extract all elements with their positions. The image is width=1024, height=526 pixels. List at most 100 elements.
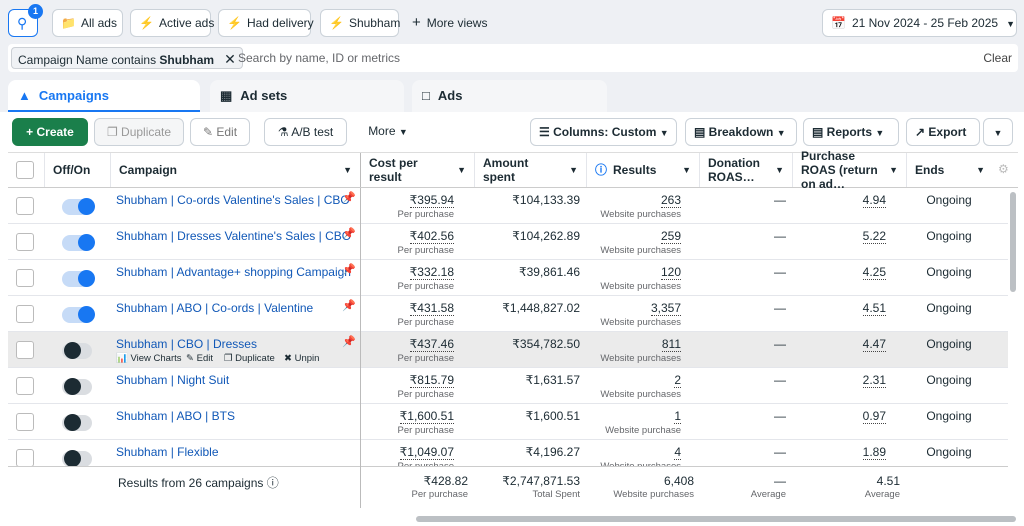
table-body: Shubham | Co-ords Valentine's Sales | CB…: [8, 188, 1008, 466]
footer-spent: ₹2,747,871.53: [502, 474, 580, 488]
action-button[interactable]: ↗ Export: [906, 118, 980, 146]
row-action[interactable]: ✖ Unpin: [284, 353, 320, 364]
cost-per-result: ₹1,049.07: [399, 445, 454, 460]
row-action[interactable]: 📊 View Charts: [116, 353, 182, 364]
results: 2: [674, 373, 681, 388]
filter-chip[interactable]: Campaign Name contains Shubham ✕: [11, 47, 243, 69]
results-label: Website purchase: [605, 425, 681, 436]
column-header[interactable]: Off/On: [44, 153, 110, 187]
scrollbar-v[interactable]: [1010, 192, 1016, 292]
column-header[interactable]: ⓘ Results ▼: [586, 153, 699, 187]
row-action[interactable]: ❐ Duplicate: [224, 353, 275, 364]
table-row: Shubham | Night Suit ₹815.79 Per purchase ₹…: [8, 368, 1008, 404]
results-label: Website purchases: [600, 389, 681, 400]
divider: [360, 260, 361, 296]
row-action-label: Edit: [196, 353, 213, 364]
clear-button[interactable]: Clear: [983, 51, 1012, 65]
column-header[interactable]: Campaign ▼: [110, 153, 360, 187]
footer-roas: 4.51: [876, 474, 900, 488]
pin-icon: 📌: [342, 336, 356, 348]
row-action-label: Unpin: [294, 353, 320, 364]
action-button[interactable]: ▤ Breakdown ▼: [685, 118, 797, 146]
scrollbar[interactable]: [416, 516, 1016, 522]
column-header[interactable]: Donation ROAS… ▼: [699, 153, 792, 187]
row-checkbox[interactable]: [16, 413, 34, 431]
cost-label: Per purchase: [397, 389, 454, 400]
amount-spent: ₹104,262.89: [512, 229, 580, 243]
row-checkbox[interactable]: [16, 377, 34, 395]
results: 811: [661, 337, 681, 352]
tab[interactable]: ▲ Campaigns: [8, 80, 200, 112]
campaign-name[interactable]: Shubham | ABO | BTS: [116, 409, 235, 423]
cost-label: Per purchase: [397, 245, 454, 256]
action-button[interactable]: More ▼: [356, 118, 420, 146]
action-label: Duplicate: [121, 125, 172, 139]
view-button[interactable]: 📁 All ads: [52, 9, 123, 37]
cost-per-result: ₹1,600.51: [399, 409, 454, 424]
search-input[interactable]: Search by name, ID or metrics: [238, 51, 401, 65]
campaign-name[interactable]: Shubham | Dresses Valentine's Sales | CB…: [116, 229, 352, 243]
row-checkbox[interactable]: [16, 197, 34, 215]
row-checkbox[interactable]: [16, 449, 34, 466]
export-menu[interactable]: ▼: [983, 118, 1013, 146]
toggle-knob: [64, 414, 81, 431]
tab-label: Ads: [437, 88, 463, 103]
results: 259: [660, 229, 681, 244]
tab[interactable]: □ Ads: [412, 80, 607, 112]
more-views[interactable]: + More views: [412, 14, 488, 31]
campaign-name[interactable]: Shubham | CBO | Dresses: [116, 337, 257, 351]
row-action-label: Duplicate: [235, 353, 275, 364]
results-label: Website purchases: [600, 353, 681, 364]
column-header[interactable]: Amount spent ▼: [474, 153, 586, 187]
row-checkbox[interactable]: [16, 305, 34, 323]
select-all[interactable]: [16, 161, 34, 179]
view-button[interactable]: ⚡ Had delivery: [218, 9, 314, 37]
campaign-name[interactable]: Shubham | ABO | Co-ords | Valentine: [116, 301, 314, 315]
campaign-name[interactable]: Shubham | Flexible: [116, 445, 219, 459]
footer-spent-label: Total Spent: [532, 489, 580, 500]
cost-per-result: ₹332.18: [409, 265, 454, 280]
column-header[interactable]: Ends ▼: [906, 153, 993, 187]
toggle-knob: [78, 198, 95, 215]
action-button[interactable]: ▤ Reports ▼: [803, 118, 899, 146]
action-button[interactable]: + Create: [12, 118, 88, 146]
toggle-knob: [78, 270, 95, 287]
row-checkbox[interactable]: [16, 341, 34, 359]
action-button[interactable]: ☰ Columns: Custom ▼: [530, 118, 677, 146]
campaign-name[interactable]: Shubham | Co-ords Valentine's Sales | CB…: [116, 193, 350, 207]
action-label: Breakdown: [708, 125, 774, 139]
view-label: All ads: [80, 16, 117, 30]
view-button[interactable]: ⚡ Active ads: [130, 9, 214, 37]
row-checkbox[interactable]: [16, 233, 34, 251]
date-range[interactable]: 📅 21 Nov 2024 - 25 Feb 2025 ▼: [822, 9, 1017, 37]
campaign-name[interactable]: Shubham | Advantage+ shopping Campaign: [116, 265, 351, 279]
amount-spent: ₹1,600.51: [525, 409, 580, 423]
tab[interactable]: ▦ Ad sets: [210, 80, 404, 112]
row-action[interactable]: ✎ Edit: [186, 353, 213, 364]
column-label: Ends: [915, 163, 945, 177]
column-header[interactable]: Purchase ROAS (return on ad… ▼: [792, 149, 906, 191]
action-label: Edit: [216, 125, 238, 139]
view-button[interactable]: ⚡ Shubham: [320, 9, 401, 37]
divider: [360, 224, 361, 260]
filter-value: Shubham: [159, 53, 215, 67]
action-button[interactable]: ⚗ A/B test: [264, 118, 347, 146]
purchase-roas: 4.94: [862, 193, 886, 208]
campaign-name[interactable]: Shubham | Night Suit: [116, 373, 230, 387]
action-label: Columns: Custom: [553, 125, 657, 139]
footer-cost-label: Per purchase: [411, 489, 468, 500]
view-label: Shubham: [348, 16, 401, 30]
action-label: A/B test: [291, 125, 334, 139]
footer-donation-label: Average: [750, 489, 786, 500]
divider: [360, 440, 361, 466]
results: 120: [660, 265, 681, 280]
toggle-knob: [64, 378, 81, 395]
column-settings[interactable]: ⚙: [998, 162, 1009, 176]
column-header[interactable]: Cost per result ▼: [360, 153, 474, 187]
purchase-roas: 4.47: [862, 337, 886, 352]
action-button[interactable]: ✎ Edit: [190, 118, 250, 146]
search-badge: 1: [28, 4, 43, 19]
results-label: Website purchases: [600, 461, 681, 466]
row-checkbox[interactable]: [16, 269, 34, 287]
column-label: Campaign: [119, 163, 178, 177]
